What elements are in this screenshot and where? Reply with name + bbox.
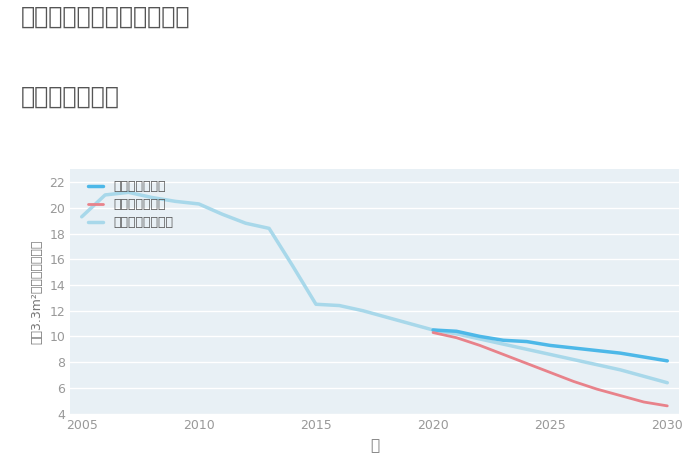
ノーマルシナリオ: [172, 198, 180, 204]
ノーマルシナリオ: [335, 303, 344, 308]
ノーマルシナリオ: [358, 308, 367, 313]
ノーマルシナリオ: [101, 192, 109, 198]
バッドシナリオ: [569, 379, 577, 384]
ノーマルシナリオ: [265, 226, 273, 231]
ノーマルシナリオ: [288, 263, 297, 268]
ノーマルシナリオ: [499, 341, 508, 347]
グッドシナリオ: [522, 339, 531, 345]
ノーマルシナリオ: [78, 214, 86, 219]
ノーマルシナリオ: [148, 195, 156, 200]
グッドシナリオ: [593, 348, 601, 353]
グッドシナリオ: [429, 327, 438, 333]
バッドシナリオ: [593, 386, 601, 392]
バッドシナリオ: [499, 352, 508, 357]
グッドシナリオ: [452, 329, 461, 334]
ノーマルシナリオ: [546, 352, 554, 357]
ノーマルシナリオ: [663, 380, 671, 385]
バッドシナリオ: [663, 403, 671, 409]
グッドシナリオ: [616, 350, 624, 356]
グッドシナリオ: [476, 334, 484, 339]
Line: ノーマルシナリオ: ノーマルシナリオ: [82, 192, 667, 383]
Text: 土地の価格推移: 土地の価格推移: [21, 85, 120, 109]
ノーマルシナリオ: [125, 189, 133, 195]
ノーマルシナリオ: [476, 336, 484, 342]
ノーマルシナリオ: [569, 357, 577, 362]
ノーマルシナリオ: [218, 212, 227, 217]
グッドシナリオ: [499, 337, 508, 343]
バッドシナリオ: [616, 393, 624, 399]
Y-axis label: 坪（3.3m²）単価（万円）: 坪（3.3m²）単価（万円）: [31, 239, 43, 344]
バッドシナリオ: [476, 343, 484, 348]
バッドシナリオ: [546, 369, 554, 375]
ノーマルシナリオ: [382, 314, 391, 320]
グッドシナリオ: [640, 354, 648, 360]
ノーマルシナリオ: [593, 362, 601, 368]
バッドシナリオ: [429, 330, 438, 336]
Legend: グッドシナリオ, バッドシナリオ, ノーマルシナリオ: グッドシナリオ, バッドシナリオ, ノーマルシナリオ: [88, 180, 174, 229]
バッドシナリオ: [522, 360, 531, 366]
ノーマルシナリオ: [616, 367, 624, 373]
バッドシナリオ: [640, 399, 648, 405]
グッドシナリオ: [546, 343, 554, 348]
X-axis label: 年: 年: [370, 438, 379, 453]
ノーマルシナリオ: [195, 201, 203, 207]
グッドシナリオ: [569, 345, 577, 351]
ノーマルシナリオ: [640, 374, 648, 379]
ノーマルシナリオ: [241, 220, 250, 226]
グッドシナリオ: [663, 358, 671, 364]
ノーマルシナリオ: [405, 321, 414, 326]
Text: 三重県伊賀市上野向島町の: 三重県伊賀市上野向島町の: [21, 5, 190, 29]
Line: バッドシナリオ: バッドシナリオ: [433, 333, 667, 406]
ノーマルシナリオ: [312, 301, 320, 307]
ノーマルシナリオ: [522, 346, 531, 352]
ノーマルシナリオ: [429, 327, 438, 333]
ノーマルシナリオ: [452, 331, 461, 337]
Line: グッドシナリオ: グッドシナリオ: [433, 330, 667, 361]
バッドシナリオ: [452, 335, 461, 341]
